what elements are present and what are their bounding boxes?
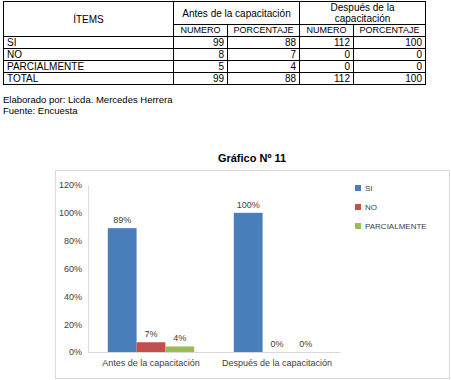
subheader-cell: NUMERO [174,25,228,37]
x-tick-label: Después de la capacitación [222,358,332,368]
subheader-cell: NUMERO [300,25,354,37]
data-labels: 89% 100% 7% 0% 4% 0% [113,200,312,349]
bar [234,213,263,352]
table-row: TOTAL9988112100 [4,73,426,85]
data-label: 89% [113,215,131,225]
legend-swatch [355,223,361,229]
legend-item: SI [355,184,373,193]
table-row: SI9988112100 [4,37,426,49]
y-tick-label: 80% [64,236,82,246]
data-label: 100% [237,200,260,210]
chart-svg: Gráfico Nº 11 0% 20% 40% 60% 80% 100% 120% Antes… [0,140,451,380]
y-tick-label: 40% [64,292,82,302]
table-cell: 112 [300,37,354,49]
y-tick-label: 20% [64,320,82,330]
legend-swatch [355,185,361,191]
table-cell: 100 [354,73,426,85]
chart-frame [56,171,450,379]
bar [108,228,137,352]
data-label: 4% [173,333,186,343]
y-tick: 80% [64,236,88,246]
subheader-cell: PORCENTAJE [354,25,426,37]
subheader-row: NUMEROPORCENTAJENUMEROPORCENTAJE [4,25,426,37]
table-cell: SI [4,37,174,49]
table-cell: 100 [354,37,426,49]
y-tick: 20% [64,320,88,330]
x-axis-line [89,352,341,353]
header-cell: Después de la capacitación [300,2,426,25]
y-tick: 40% [64,292,88,302]
x-tick: Después de la capacitación [222,352,332,368]
header-cell: ÍTEMS [4,2,174,37]
y-tick: 100% [59,208,88,218]
table-cell: PARCIALMENTE [4,61,174,73]
data-label: 0% [299,339,312,349]
y-tick: 0% [69,347,88,357]
note: Fuente: Encuesta [3,105,77,116]
table-cell: 88 [228,37,300,49]
y-tick-label: 100% [59,208,82,218]
y-tick-label: 120% [59,180,82,190]
bar [291,352,320,353]
y-tick: 60% [64,264,88,274]
table-cell: 112 [300,73,354,85]
table-row: PARCIALMENTE5400 [4,61,426,73]
table-cell: 99 [174,73,228,85]
bars [108,213,263,352]
bar [137,342,166,352]
subheader-cell: PORCENTAJE [228,25,300,37]
table-cell: 88 [228,73,300,85]
x-tick-label: Antes de la capacitación [102,358,200,368]
table-cell: 4 [228,61,300,73]
x-tick: Antes de la capacitación [102,352,200,368]
y-tick: 120% [59,180,88,190]
table-cell: 5 [174,61,228,73]
bar [165,346,194,352]
table-row: NO8700 [4,49,426,61]
data-label: 7% [144,329,157,339]
data-table: ÍTEMSAntes de la capacitaciónDespués de … [3,1,426,85]
y-tick-label: 0% [69,347,82,357]
chart-title: Gráfico Nº 11 [218,152,286,164]
bar [263,352,292,353]
legend-item: NO [355,203,377,212]
legend-item: PARCIALMENTE [355,222,427,231]
table-cell: 0 [300,49,354,61]
legend: SI NO PARCIALMENTE [355,184,427,231]
data-label: 0% [270,339,283,349]
table-cell: 99 [174,37,228,49]
table-cell: 0 [300,61,354,73]
y-tick-label: 60% [64,264,82,274]
header-cell: Antes de la capacitación [174,2,300,25]
legend-label: SI [365,184,373,193]
y-axis-line [88,186,89,353]
legend-label: NO [365,203,377,212]
table-cell: 0 [354,49,426,61]
header-row: ÍTEMSAntes de la capacitaciónDespués de … [4,2,426,25]
table-cell: 0 [354,61,426,73]
x-axis: Antes de la capacitación Después de la ca… [89,352,341,368]
table-cell: 7 [228,49,300,61]
table-cell: TOTAL [4,73,174,85]
legend-label: PARCIALMENTE [365,222,427,231]
note: Elaborado por: Licda. Mercedes Herrera [3,94,173,105]
table-cell: 8 [174,49,228,61]
y-axis: 0% 20% 40% 60% 80% 100% 120% [59,180,89,357]
table-cell: NO [4,49,174,61]
legend-swatch [355,204,361,210]
